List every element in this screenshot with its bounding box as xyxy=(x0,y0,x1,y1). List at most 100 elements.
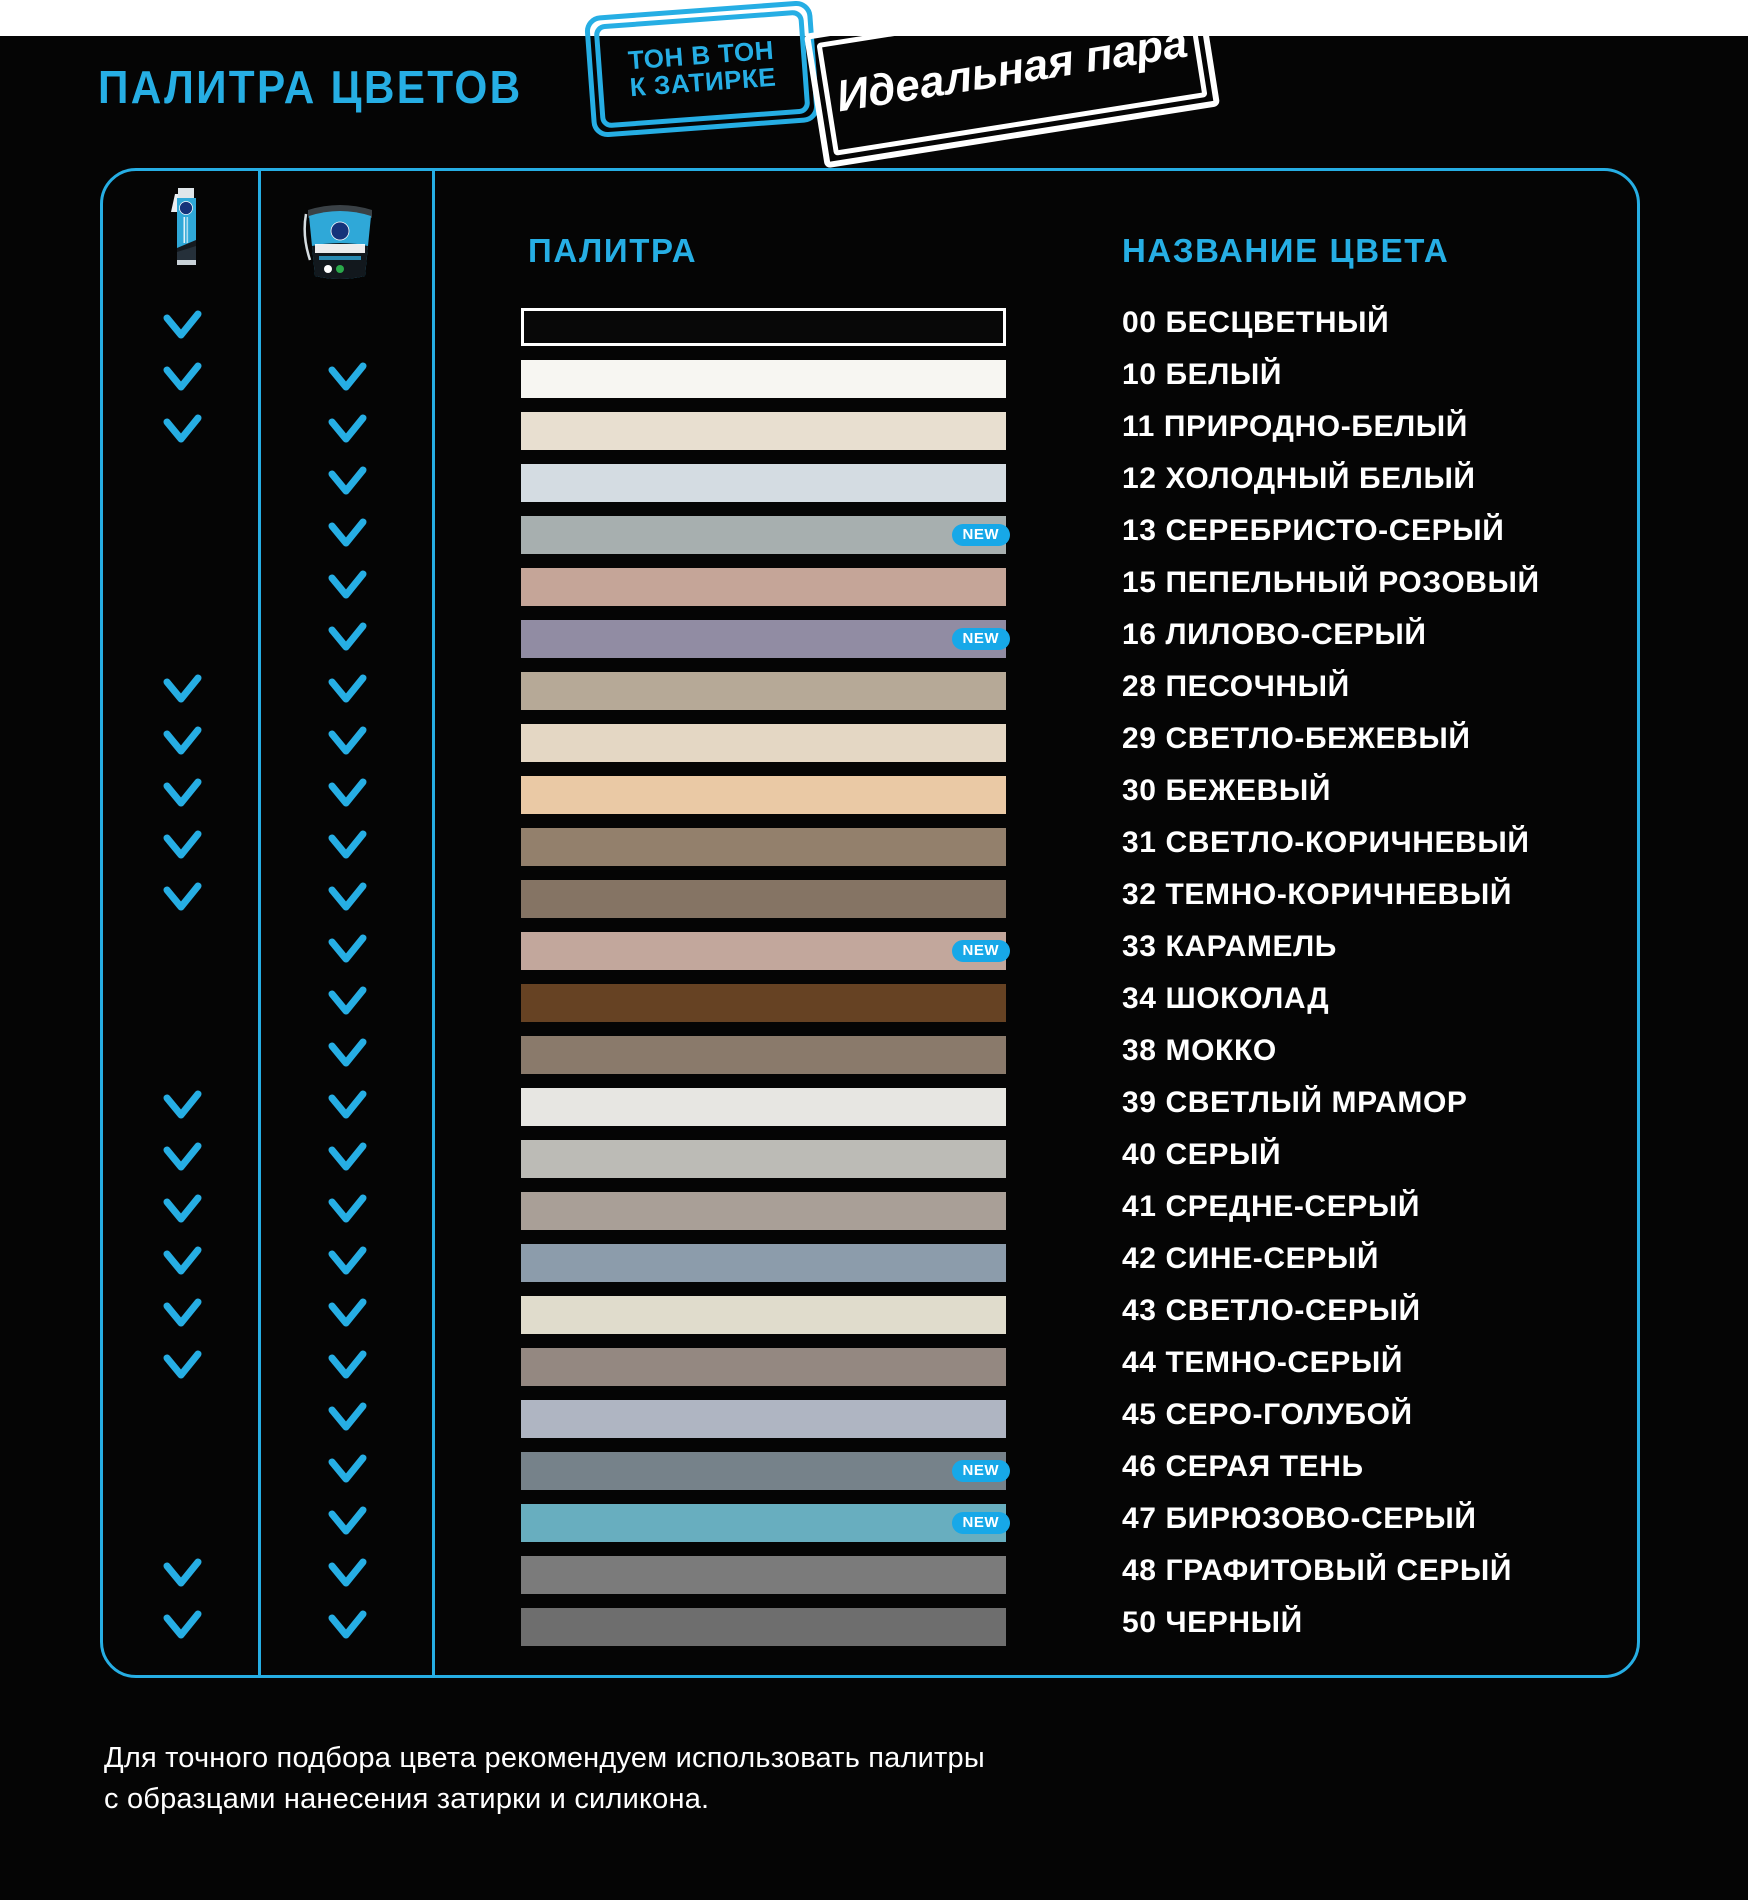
color-swatch[interactable] xyxy=(521,880,1006,918)
color-row: 15 ПЕПЕЛЬНЫЙ РОЗОВЫЙ xyxy=(0,562,1748,614)
new-badge: NEW xyxy=(951,1460,1010,1482)
color-name-label: 41 СРЕДНЕ-СЕРЫЙ xyxy=(1122,1190,1421,1223)
grout-check-icon xyxy=(325,772,369,816)
color-row: 42 СИНЕ-СЕРЫЙ xyxy=(0,1238,1748,1290)
color-row: NEW 13 СЕРЕБРИСТО-СЕРЫЙ xyxy=(0,510,1748,562)
check-icon xyxy=(163,882,202,911)
color-swatch[interactable] xyxy=(521,828,1006,866)
check-icon xyxy=(328,778,367,807)
check-icon xyxy=(328,1558,367,1587)
table-frame xyxy=(100,168,1640,1678)
color-swatch[interactable] xyxy=(521,1348,1006,1386)
grout-check-icon xyxy=(325,928,369,972)
grout-check-icon xyxy=(325,1552,369,1596)
color-swatch[interactable] xyxy=(521,1608,1006,1646)
color-swatch[interactable] xyxy=(521,464,1006,502)
color-swatch[interactable] xyxy=(521,776,1006,814)
color-swatch[interactable] xyxy=(521,1244,1006,1282)
check-icon xyxy=(328,726,367,755)
check-icon xyxy=(163,674,202,703)
color-swatch[interactable] xyxy=(521,360,1006,398)
check-icon xyxy=(328,986,367,1015)
color-swatch[interactable]: NEW xyxy=(521,620,1010,658)
color-swatch[interactable]: NEW xyxy=(521,1452,1010,1490)
check-icon xyxy=(163,414,202,443)
color-name-label: 44 ТЕМНО-СЕРЫЙ xyxy=(1122,1346,1404,1379)
grout-check-icon xyxy=(325,1292,369,1336)
color-swatch[interactable] xyxy=(521,308,1006,346)
check-icon xyxy=(328,674,367,703)
color-name-label: 50 ЧЕРНЫЙ xyxy=(1122,1606,1303,1639)
color-swatch[interactable] xyxy=(521,1088,1006,1126)
grout-check-icon xyxy=(325,1448,369,1492)
color-swatch[interactable]: NEW xyxy=(521,516,1010,554)
color-name-label: 38 МОККО xyxy=(1122,1034,1277,1067)
color-swatch[interactable]: NEW xyxy=(521,1504,1010,1542)
color-swatch[interactable] xyxy=(521,1192,1006,1230)
column-divider-1 xyxy=(258,168,261,1678)
color-row: 34 ШОКОЛАД xyxy=(0,978,1748,1030)
check-icon xyxy=(328,622,367,651)
silicone-check-icon xyxy=(160,304,204,348)
check-icon xyxy=(163,310,202,339)
color-row: 29 СВЕТЛО-БЕЖЕВЫЙ xyxy=(0,718,1748,770)
color-swatch[interactable] xyxy=(521,1400,1006,1438)
check-icon xyxy=(328,414,367,443)
new-badge: NEW xyxy=(951,1512,1010,1534)
color-row: NEW 33 КАРАМЕЛЬ xyxy=(0,926,1748,978)
page-title: ПАЛИТРА ЦВЕТОВ xyxy=(98,61,523,113)
color-row: 28 ПЕСОЧНЫЙ xyxy=(0,666,1748,718)
color-row: 41 СРЕДНЕ-СЕРЫЙ xyxy=(0,1186,1748,1238)
color-row: 50 ЧЕРНЫЙ xyxy=(0,1602,1748,1654)
color-swatch[interactable] xyxy=(521,984,1006,1022)
color-rows-container: 00 БЕСЦВЕТНЫЙ 10 БЕЛЫЙ 11 ПРИРОДНО-БЕЛЫЙ 12… xyxy=(0,302,1748,1654)
color-swatch[interactable] xyxy=(521,672,1006,710)
color-swatch[interactable] xyxy=(521,412,1006,450)
check-icon xyxy=(328,1402,367,1431)
grout-check-icon xyxy=(325,460,369,504)
check-icon xyxy=(328,1038,367,1067)
color-name-label: 34 ШОКОЛАД xyxy=(1122,982,1330,1015)
grout-bucket-icon xyxy=(303,205,372,279)
color-swatch[interactable]: NEW xyxy=(521,932,1010,970)
silicone-check-icon xyxy=(160,1188,204,1232)
color-row: 44 ТЕМНО-СЕРЫЙ xyxy=(0,1342,1748,1394)
silicone-cartridge-icon xyxy=(171,188,196,265)
check-icon xyxy=(163,1558,202,1587)
color-swatch[interactable] xyxy=(521,1296,1006,1334)
stamp-tone-v-ton: ТОН В ТОН К ЗАТИРКЕ xyxy=(583,0,821,139)
color-row: 45 СЕРО-ГОЛУБОЙ xyxy=(0,1394,1748,1446)
grout-check-icon xyxy=(325,1240,369,1284)
color-name-label: 10 БЕЛЫЙ xyxy=(1122,358,1283,391)
check-icon xyxy=(328,1454,367,1483)
color-row: NEW 47 БИРЮЗОВО-СЕРЫЙ xyxy=(0,1498,1748,1550)
color-name-label: 13 СЕРЕБРИСТО-СЕРЫЙ xyxy=(1122,514,1505,547)
color-swatch[interactable] xyxy=(521,1556,1006,1594)
check-icon xyxy=(328,1194,367,1223)
color-row: 38 МОККО xyxy=(0,1030,1748,1082)
color-swatch[interactable] xyxy=(521,1036,1006,1074)
color-row: 43 СВЕТЛО-СЕРЫЙ xyxy=(0,1290,1748,1342)
check-icon xyxy=(163,726,202,755)
check-icon xyxy=(328,1610,367,1639)
check-icon xyxy=(163,1350,202,1379)
silicone-check-icon xyxy=(160,1084,204,1128)
check-icon xyxy=(328,1506,367,1535)
check-icon xyxy=(328,1246,367,1275)
color-swatch[interactable] xyxy=(521,568,1006,606)
grout-check-icon xyxy=(325,980,369,1024)
silicone-check-icon xyxy=(160,668,204,712)
color-name-label: 16 ЛИЛОВО-СЕРЫЙ xyxy=(1122,618,1427,651)
footer-line-1: Для точного подбора цвета рекомендуем ис… xyxy=(104,1742,985,1774)
silicone-check-icon xyxy=(160,824,204,868)
color-row: 39 СВЕТЛЫЙ МРАМОР xyxy=(0,1082,1748,1134)
grout-check-icon xyxy=(325,1344,369,1388)
grout-check-icon xyxy=(325,512,369,556)
silicone-check-icon xyxy=(160,1344,204,1388)
grout-check-icon xyxy=(325,1396,369,1440)
color-swatch[interactable] xyxy=(521,724,1006,762)
color-row: 30 БЕЖЕВЫЙ xyxy=(0,770,1748,822)
color-swatch[interactable] xyxy=(521,1140,1006,1178)
color-name-label: 47 БИРЮЗОВО-СЕРЫЙ xyxy=(1122,1502,1477,1535)
